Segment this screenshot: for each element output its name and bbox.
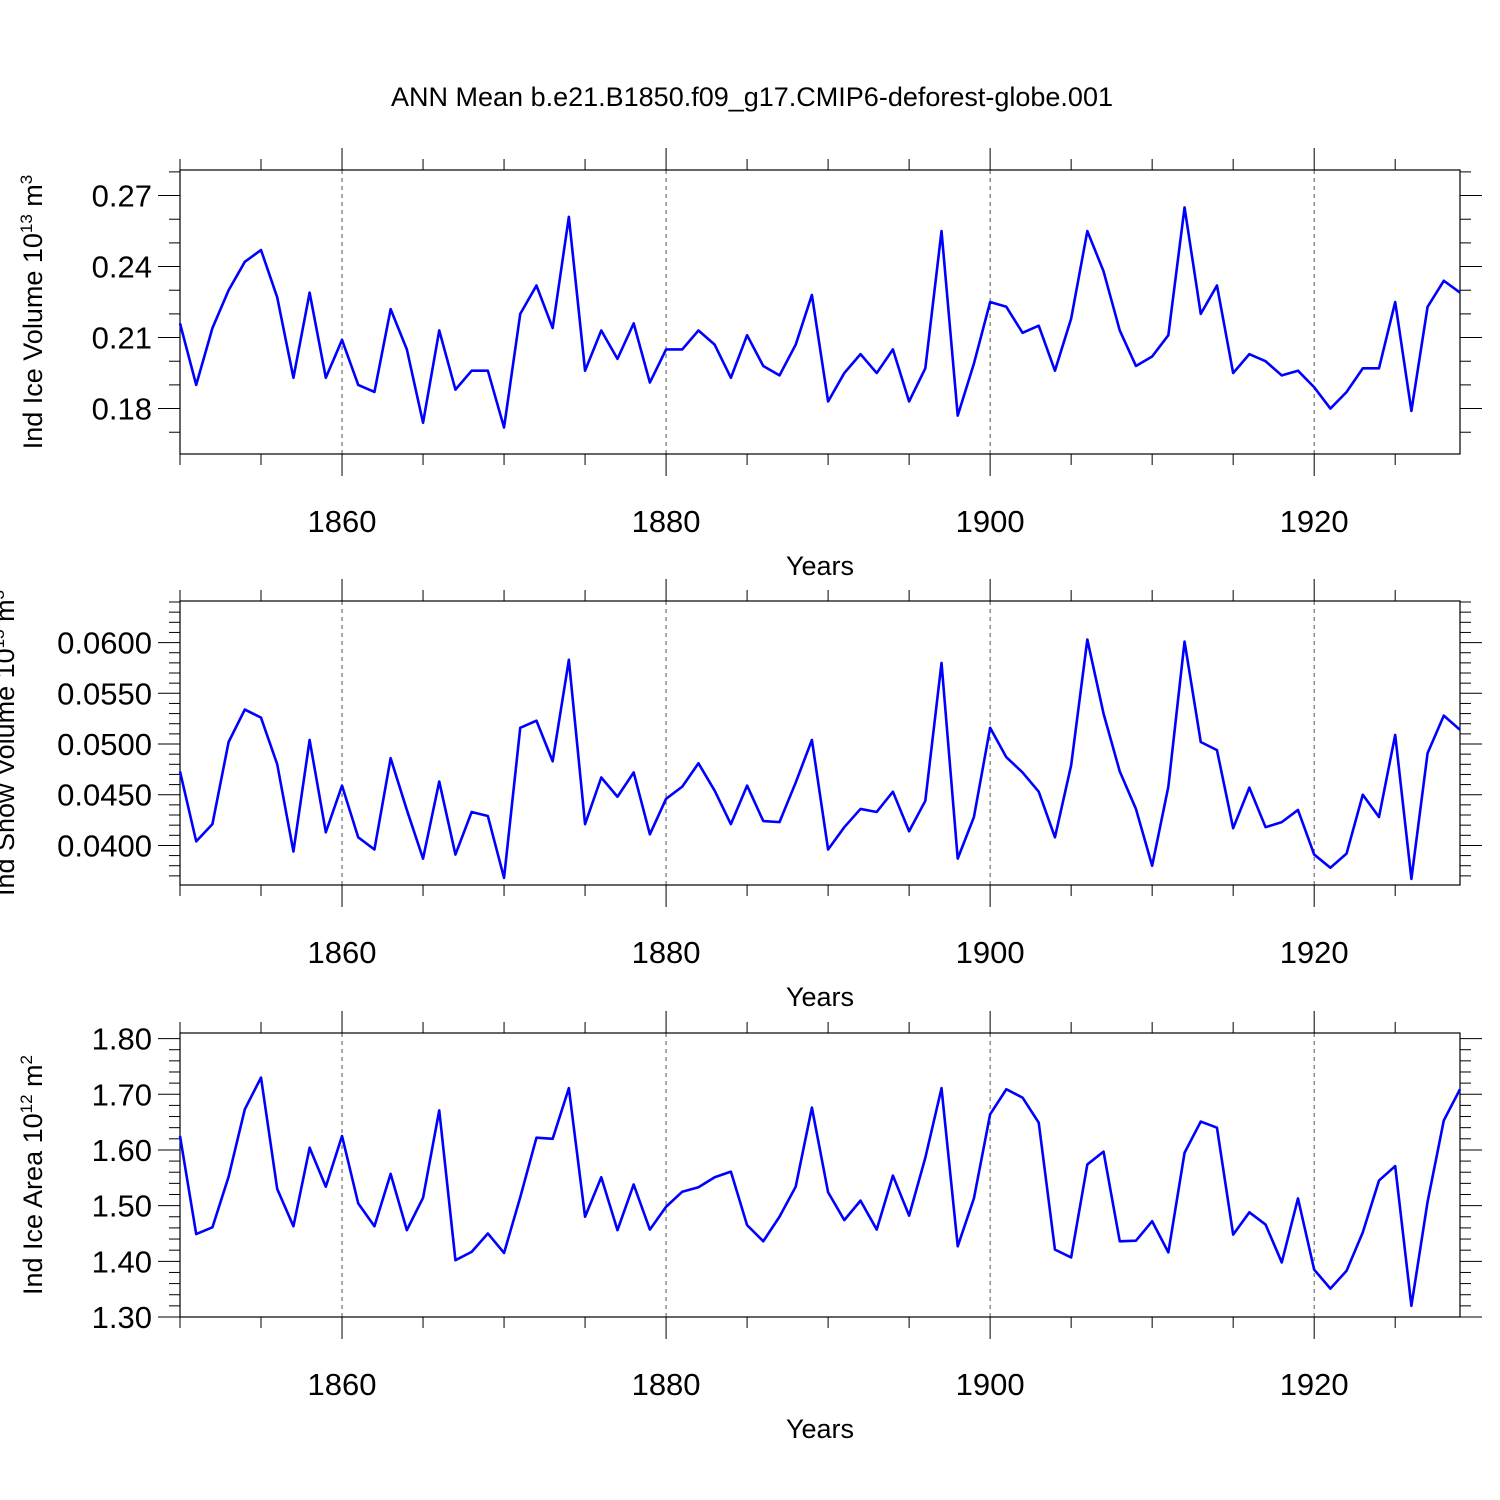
x-axis-label: Years (786, 1414, 854, 1444)
x-tick-label: 1860 (308, 1367, 377, 1402)
y-tick-label: 1.50 (92, 1189, 152, 1224)
y-axis-label: Ind Snow Volume 1013 m3 (0, 590, 20, 896)
x-axis-label: Years (786, 551, 854, 581)
y-tick-label: 0.0400 (57, 828, 152, 863)
y-tick-label: 0.0550 (57, 676, 152, 711)
y-tick-label: 0.0600 (57, 626, 152, 661)
panel-ice-area: 1860 1880 1900 1920 1.30 1.40 1.50 1.60 1.70 1.80… (17, 1011, 1482, 1444)
x-tick-label: 1860 (308, 935, 377, 970)
x-tick-label: 1900 (956, 1367, 1025, 1402)
panel-snow-volume: 1860 1880 1900 1920 0.0400 0.0450 0.0500 0.0550… (0, 579, 1482, 1012)
y-axis-label: Ind Ice Volume 1013 m3 (17, 175, 48, 450)
plot-frame (179, 1032, 1461, 1318)
y-tick-label: 0.0500 (57, 727, 152, 762)
y-tick-label: 1.30 (92, 1300, 152, 1335)
y-tick-label: 1.40 (92, 1244, 152, 1279)
y-tick-label: 0.0450 (57, 778, 152, 813)
series-line (178, 638, 1461, 881)
y-tick-label: 1.80 (92, 1022, 152, 1057)
y-tick-label: 1.70 (92, 1077, 152, 1112)
x-tick-label: 1880 (632, 935, 701, 970)
plot-frame (179, 600, 1461, 886)
x-tick-label: 1900 (956, 935, 1025, 970)
series-line (178, 206, 1461, 429)
figure-title: ANN Mean b.e21.B1850.f09_g17.CMIP6-defor… (391, 82, 1113, 112)
y-tick-label: 0.21 (92, 321, 152, 356)
x-tick-label: 1920 (1280, 935, 1349, 970)
y-tick-label: 1.60 (92, 1133, 152, 1168)
x-axis-label: Years (786, 982, 854, 1012)
x-tick-label: 1900 (956, 504, 1025, 539)
x-tick-label: 1880 (632, 504, 701, 539)
series-line (178, 1076, 1462, 1308)
y-tick-label: 0.18 (92, 392, 152, 427)
panel-ice-volume: 1860 1880 1900 1920 0.18 0.21 0.24 0.27 Years Ind… (17, 148, 1482, 581)
x-tick-label: 1920 (1280, 504, 1349, 539)
y-tick-label: 0.24 (92, 250, 152, 285)
x-tick-label: 1860 (308, 504, 377, 539)
plot-frame (179, 169, 1461, 455)
x-tick-label: 1880 (632, 1367, 701, 1402)
x-tick-label: 1920 (1280, 1367, 1349, 1402)
y-tick-label: 0.27 (92, 179, 152, 214)
y-axis-label: Ind Ice Area 1012 m2 (17, 1055, 48, 1295)
